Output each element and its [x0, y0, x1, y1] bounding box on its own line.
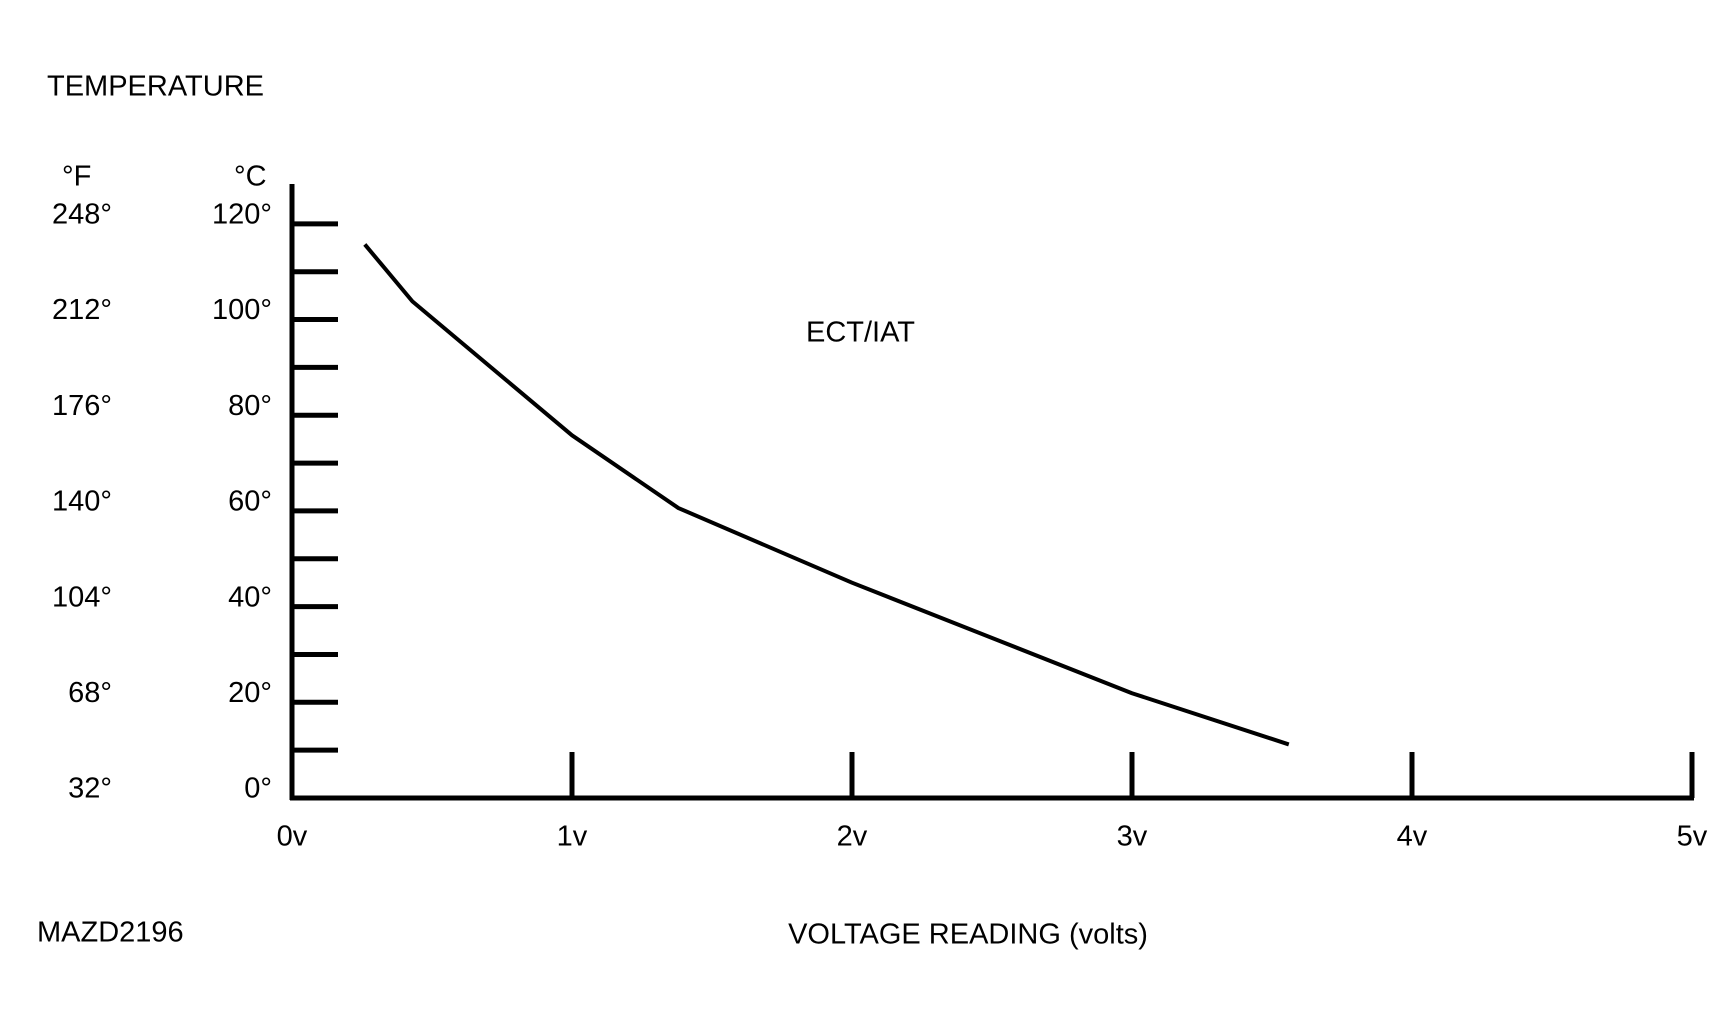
y2-tick-label: 68° [68, 677, 112, 709]
x-tick-label: 5v [1677, 821, 1708, 853]
figure-id: MAZD2196 [37, 917, 184, 949]
x-tick-label: 0v [277, 821, 308, 853]
y2-tick-label: 176° [52, 390, 112, 422]
y2-tick-label: 248° [52, 199, 112, 231]
y-tick-label: 0° [244, 773, 272, 805]
y-tick-label: 120° [212, 199, 272, 231]
y-tick-label: 20° [228, 677, 272, 709]
y-tick-label: 40° [228, 581, 272, 613]
y2-tick-label: 140° [52, 486, 112, 518]
x-tick-label: 4v [1397, 821, 1428, 853]
x-tick-label: 1v [557, 821, 588, 853]
y2-tick-label: 32° [68, 773, 112, 805]
y-tick-label: 80° [228, 390, 272, 422]
x-tick-label: 2v [837, 821, 868, 853]
annotation: ECT/IAT [806, 317, 915, 349]
y2-unit-label: °F [62, 161, 91, 193]
y-tick-label: 100° [212, 294, 272, 326]
x-axis-label: VOLTAGE READING (volts) [788, 919, 1148, 951]
y-unit-label: °C [234, 161, 267, 193]
data-line [363, 243, 1290, 747]
chart-title: TEMPERATURE [47, 71, 264, 103]
x-tick-label: 3v [1117, 821, 1148, 853]
y2-tick-label: 212° [52, 294, 112, 326]
y-tick-label: 60° [228, 486, 272, 518]
y2-tick-label: 104° [52, 581, 112, 613]
